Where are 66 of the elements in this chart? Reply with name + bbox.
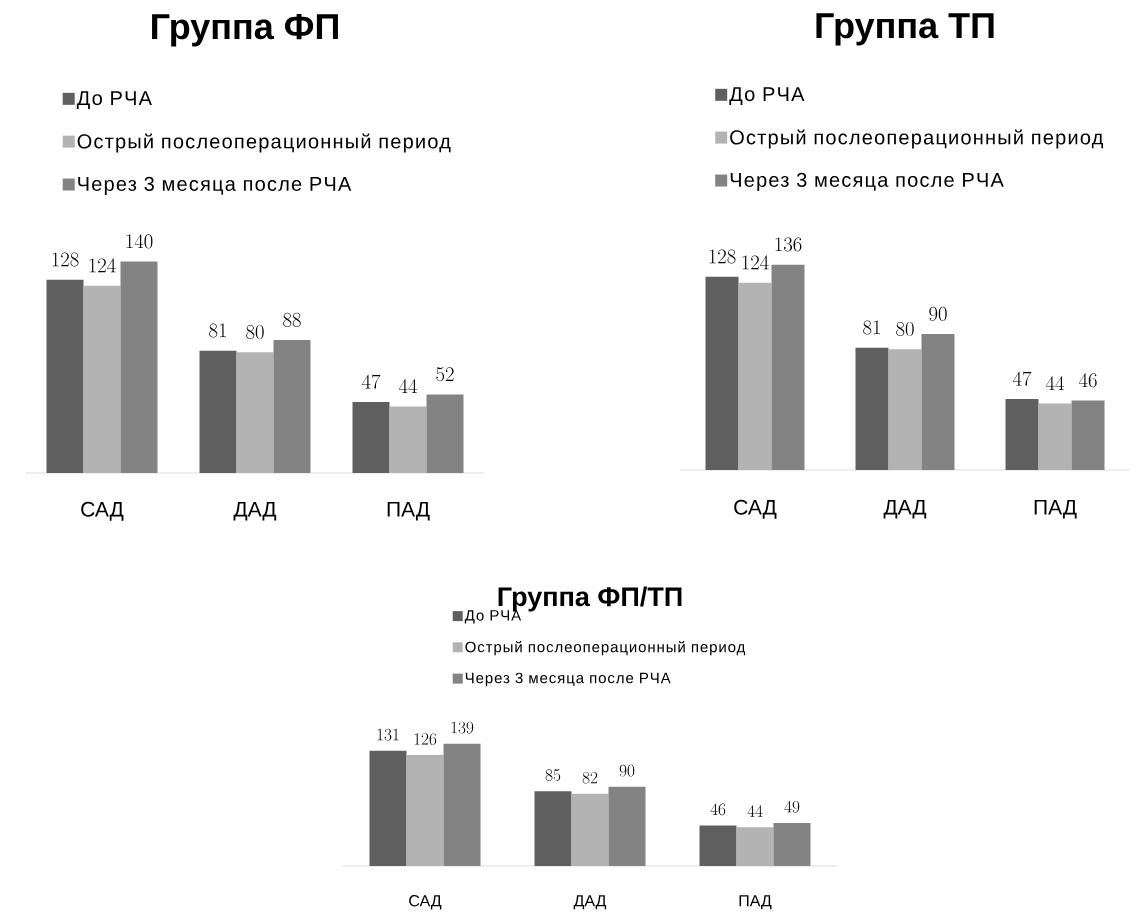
data-label: 44 (398, 379, 418, 394)
bar (608, 786, 646, 867)
bar (273, 340, 311, 474)
data-label: 44 (747, 805, 763, 817)
legend-label: До РЧА (729, 87, 805, 106)
data-label: 81 (863, 320, 880, 335)
legend-label: Через 3 месяца после РЧА (465, 672, 671, 687)
chart-title: Группа ФП (152, 14, 338, 47)
data-label: 136 (775, 237, 802, 252)
data-label: 80 (896, 322, 914, 337)
legend-label: Острый послеоперационный период (730, 129, 1104, 149)
bar (46, 279, 84, 474)
data-label: 90 (929, 306, 947, 321)
x-tick-label: ДАД (573, 895, 607, 910)
x-tick-label: ПАД (1034, 500, 1077, 519)
bar (921, 334, 955, 471)
data-label: 128 (709, 249, 736, 264)
x-tick-label: САД (734, 499, 777, 519)
x-tick-label: САД (409, 895, 442, 910)
data-label: 124 (89, 258, 116, 273)
legend-label: Через 3 месяца после РЧА (730, 172, 1004, 192)
legend-label: Острый послеоперационный период (77, 133, 451, 153)
data-label: 128 (52, 252, 79, 267)
data-label: 88 (283, 312, 301, 328)
legend-label: До РЧА (464, 610, 522, 624)
bar (369, 750, 407, 867)
x-tick-label: САД (81, 501, 124, 521)
data-label: 81 (209, 323, 226, 338)
bar (426, 394, 464, 474)
bar (705, 276, 739, 471)
bar (534, 791, 572, 867)
bar (120, 261, 158, 474)
data-label: 124 (742, 255, 769, 270)
data-label: 85 (545, 769, 561, 782)
chart-title: Группа ФП/ТП (498, 586, 682, 612)
data-label: 126 (414, 733, 437, 745)
data-label: 47 (361, 374, 381, 389)
bar (443, 743, 481, 867)
bar (199, 350, 237, 474)
bar (1005, 399, 1039, 471)
legend-label: До РЧА (76, 91, 152, 110)
legend-label: Острый послеоперационный период (465, 641, 746, 656)
data-label: 140 (126, 234, 153, 249)
data-label: 46 (1078, 373, 1097, 388)
data-label: 46 (710, 803, 726, 816)
bar (773, 822, 811, 867)
bar (352, 402, 390, 474)
bar (699, 825, 737, 867)
chart-title: Группа ТП (816, 13, 994, 46)
data-label: 80 (246, 325, 264, 340)
data-label: 44 (1045, 376, 1065, 391)
bar (855, 347, 889, 471)
data-label: 90 (619, 764, 635, 777)
data-label: 49 (784, 800, 800, 813)
x-tick-label: ПАД (739, 895, 772, 910)
x-tick-label: ДАД (883, 500, 927, 519)
legend-label: Через 3 месяца после РЧА (78, 176, 352, 196)
x-tick-label: ДАД (233, 502, 277, 521)
data-label: 82 (582, 772, 598, 784)
bar (771, 264, 805, 471)
data-label: 131 (377, 728, 399, 741)
x-tick-label: ПАД (387, 502, 430, 521)
data-label: 139 (451, 721, 474, 734)
bar (1071, 400, 1105, 471)
data-label: 47 (1012, 371, 1032, 386)
data-label: 52 (436, 367, 454, 382)
